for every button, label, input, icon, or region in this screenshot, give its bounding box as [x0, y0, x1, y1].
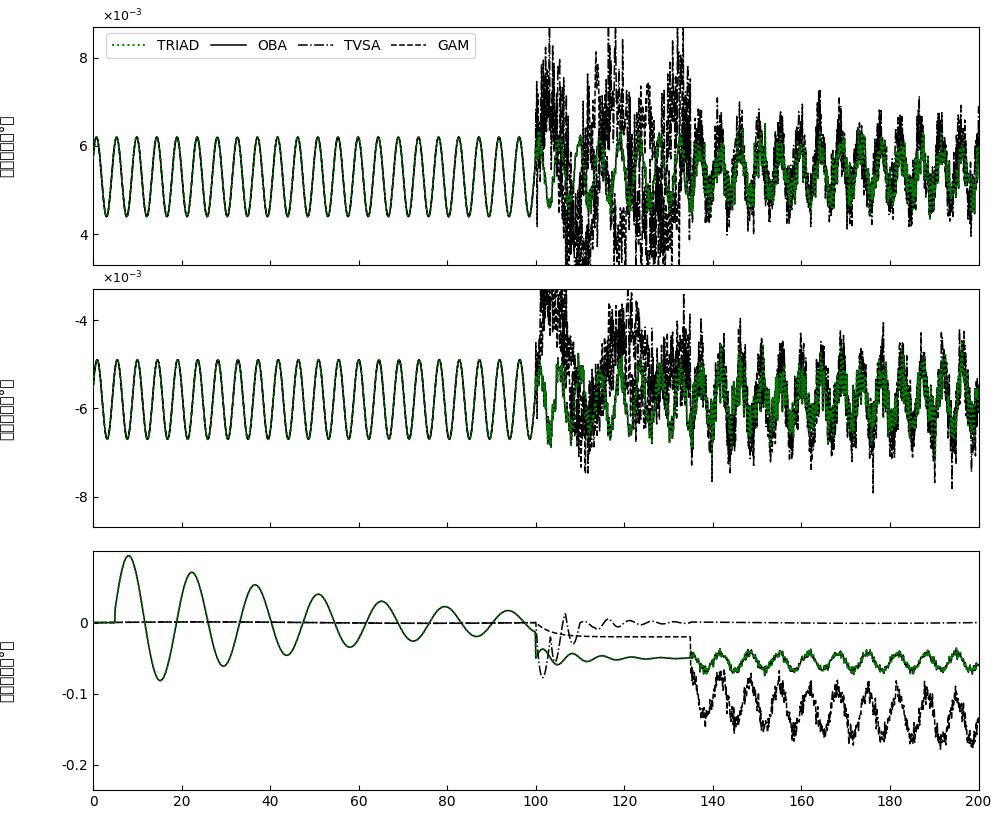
Text: $\times10^{-3}$: $\times10^{-3}$ [102, 8, 143, 25]
Y-axis label: 航向误差（°）: 航向误差（°） [0, 640, 13, 702]
Y-axis label: 横摇误差（°）: 横摇误差（°） [0, 114, 13, 177]
Y-axis label: 纵摇误差（°）: 纵摇误差（°） [0, 377, 13, 440]
Legend: TRIAD, OBA, TVSA, GAM: TRIAD, OBA, TVSA, GAM [106, 33, 475, 59]
Text: $\times10^{-3}$: $\times10^{-3}$ [102, 270, 143, 287]
